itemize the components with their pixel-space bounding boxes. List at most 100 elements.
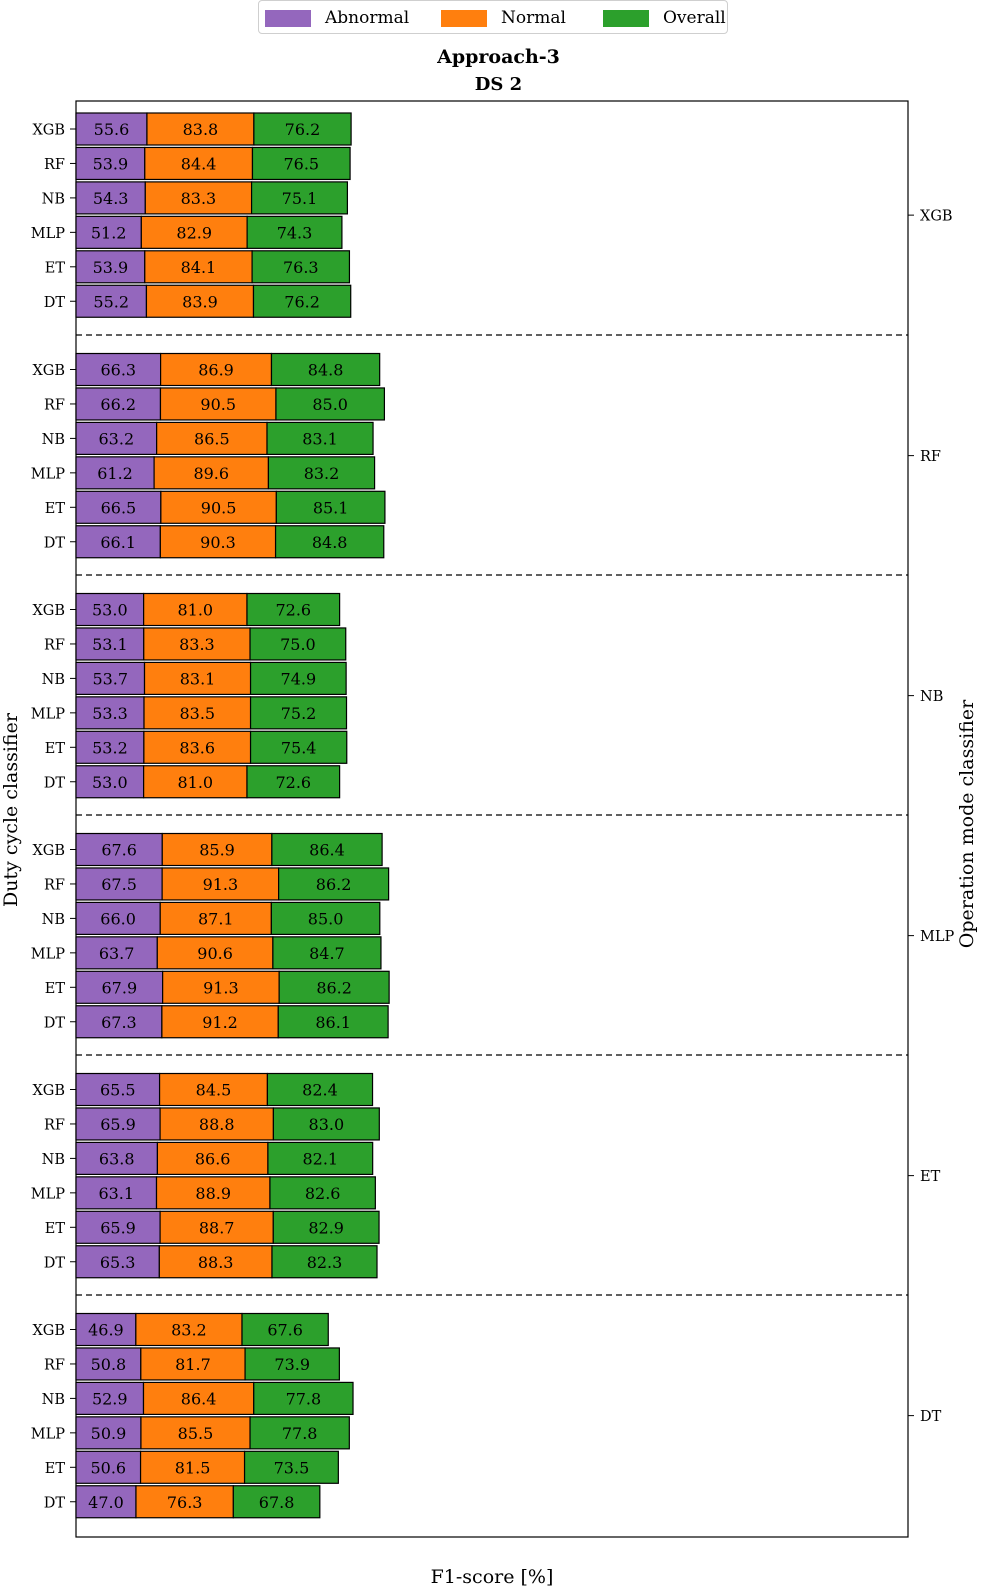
- bar-normal: [156, 1141, 269, 1176]
- bar-normal: [160, 490, 277, 524]
- bar-value-label: 83.0: [309, 1115, 345, 1134]
- y-tick-label: DT: [44, 1015, 66, 1031]
- bar-abnormal: [75, 1381, 145, 1416]
- bar-value-label: 83.3: [179, 635, 215, 654]
- bar-value-label: 77.8: [286, 1389, 322, 1408]
- bar-value-label: 67.3: [101, 1013, 137, 1032]
- bar-value-label: 82.4: [302, 1081, 338, 1100]
- y-tick-label: NB: [42, 672, 65, 688]
- bar-overall: [267, 1141, 374, 1176]
- right-group-label: ET: [920, 1169, 941, 1185]
- bar-value-label: 66.5: [101, 498, 137, 517]
- bar-value-label: 89.6: [193, 464, 229, 483]
- bar-value-label: 74.3: [277, 223, 313, 242]
- x-axis-label: F1-score [%]: [430, 1566, 554, 1588]
- bar-overall: [266, 1072, 374, 1107]
- bar-value-label: 61.2: [97, 464, 133, 483]
- bar-value-label: 83.2: [171, 1321, 207, 1340]
- bar-overall: [271, 832, 383, 867]
- bar-value-label: 63.2: [99, 429, 135, 448]
- bar-value-label: 66.2: [100, 395, 136, 414]
- bar-overall: [243, 1450, 339, 1484]
- bar-value-label: 83.1: [302, 429, 338, 448]
- bar-abnormal: [75, 181, 146, 215]
- y-tick-label: MLP: [31, 1426, 65, 1442]
- bar-overall: [277, 1005, 389, 1039]
- bar-value-label: 72.6: [275, 773, 311, 792]
- bar-value-label: 86.1: [315, 1013, 351, 1032]
- bar-value-label: 91.2: [202, 1013, 238, 1032]
- bar-overall: [275, 387, 386, 421]
- bar-normal: [159, 1210, 274, 1244]
- bar-overall: [249, 661, 347, 696]
- bar-value-label: 47.0: [88, 1493, 124, 1512]
- bar-abnormal: [75, 1005, 163, 1039]
- bar-value-label: 53.9: [93, 154, 129, 173]
- bar-overall: [249, 696, 348, 730]
- bar-abnormal: [75, 215, 142, 249]
- bar-normal: [159, 387, 277, 421]
- bar-value-label: 84.1: [181, 258, 217, 277]
- bar-normal: [161, 832, 273, 867]
- bar-value-label: 83.9: [182, 292, 218, 311]
- bar-normal: [135, 1485, 234, 1519]
- legend-item-abnormal: Abnormal: [265, 8, 410, 28]
- y-tick-label: MLP: [31, 946, 65, 962]
- legend-swatch-overall: [603, 9, 649, 27]
- bar-value-label: 84.8: [308, 361, 344, 380]
- bar-value-label: 82.3: [307, 1253, 343, 1272]
- y-tick-label: NB: [42, 191, 65, 207]
- bar-value-label: 82.9: [308, 1218, 344, 1237]
- bar-value-label: 53.9: [93, 258, 129, 277]
- bar-value-label: 76.5: [283, 154, 319, 173]
- bar-abnormal: [75, 525, 161, 559]
- bar-overall: [278, 867, 390, 901]
- y-tick-label: MLP: [31, 1186, 65, 1202]
- bar-value-label: 73.5: [274, 1458, 310, 1477]
- bar-abnormal: [75, 696, 145, 730]
- legend-item-overall: Overall: [603, 8, 726, 28]
- y-tick-label: XGB: [32, 363, 65, 379]
- bar-value-label: 46.9: [88, 1321, 124, 1340]
- y-tick-label: ET: [45, 1461, 66, 1477]
- bar-overall: [266, 421, 374, 455]
- bar-normal: [159, 901, 272, 936]
- legend-label-abnormal: Abnormal: [325, 8, 410, 28]
- y-tick-label: XGB: [32, 603, 65, 619]
- bar-overall: [253, 112, 352, 146]
- bar-value-label: 55.2: [93, 292, 129, 311]
- legend-label-normal: Normal: [501, 8, 566, 28]
- y-tick-label: DT: [44, 295, 66, 311]
- bar-value-label: 55.6: [94, 120, 130, 139]
- bar-value-label: 83.6: [179, 738, 215, 757]
- bar-value-label: 74.9: [281, 669, 317, 688]
- y-tick-label: DT: [44, 1495, 66, 1511]
- bar-normal: [143, 730, 252, 764]
- bar-value-label: 81.0: [177, 773, 213, 792]
- bar-normal: [156, 421, 268, 455]
- bar-value-label: 53.7: [92, 669, 128, 688]
- bar-normal: [143, 696, 252, 730]
- bar-value-label: 85.0: [312, 395, 348, 414]
- bar-overall: [251, 250, 351, 284]
- bar-abnormal: [75, 970, 164, 1004]
- y-tick-label: ET: [45, 1221, 66, 1237]
- bar-value-label: 66.3: [100, 361, 136, 380]
- bar-abnormal: [75, 1416, 142, 1450]
- y-tick-label: XGB: [32, 843, 65, 859]
- bar-normal: [146, 112, 255, 146]
- bar-value-label: 82.6: [305, 1184, 341, 1203]
- bar-overall: [272, 1107, 380, 1141]
- bar-value-label: 86.5: [194, 429, 230, 448]
- bar-value-label: 91.3: [203, 875, 239, 894]
- bar-overall: [253, 1381, 354, 1416]
- bar-value-label: 84.7: [309, 944, 345, 963]
- bar-value-label: 75.1: [282, 189, 318, 208]
- y-tick-label: RF: [44, 877, 65, 893]
- bar-abnormal: [75, 456, 155, 490]
- bar-overall: [246, 592, 341, 627]
- bar-abnormal: [75, 112, 148, 146]
- y-tick-label: XGB: [32, 1083, 65, 1099]
- bar-value-label: 67.5: [101, 875, 137, 894]
